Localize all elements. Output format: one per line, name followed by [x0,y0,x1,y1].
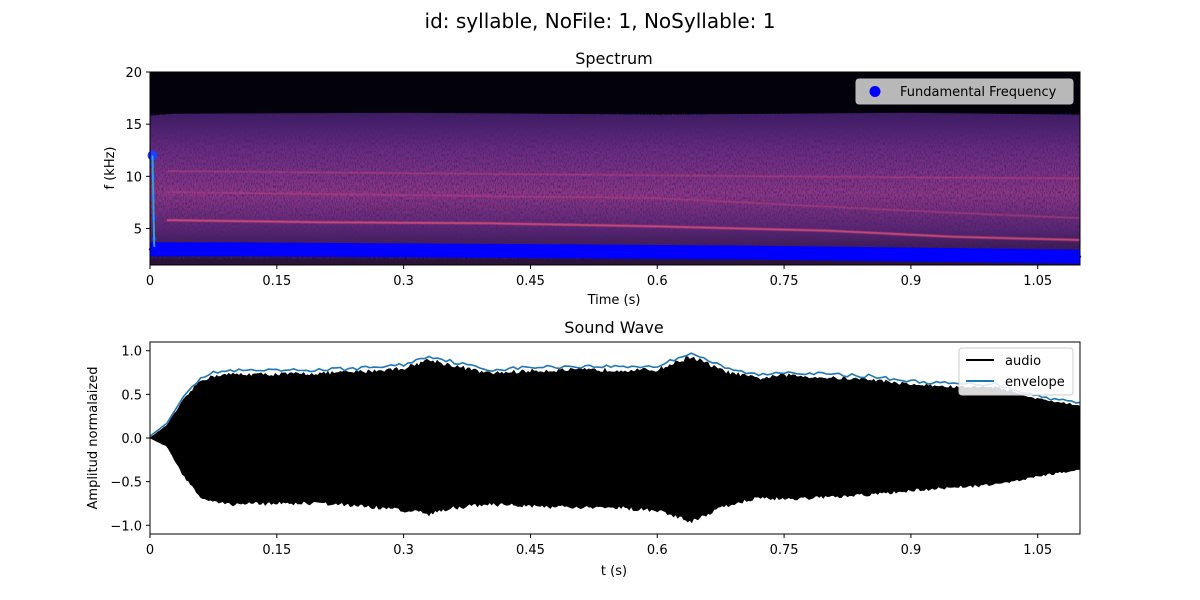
sound-wave-y-tick-label: 1.0 [121,345,142,360]
spectrum-legend: Fundamental Frequency [855,78,1074,105]
spectrum-panel: Spectrum Time (s) f (kHz) 0 0.15 0.3 0.45 0.… [103,49,1082,308]
fundamental-frequency-point [825,252,828,255]
spectrum-y-tick-label: 5 [134,222,142,237]
sound-wave-y-tick-label: 0.0 [121,432,142,447]
spectrum-y-tick-label: 15 [125,118,142,133]
spectrum-harmonic-track [166,219,1081,241]
spectrum-x-tick-label: 0 [146,274,154,289]
spectrum-frame [149,71,1081,266]
sound-wave-x-tick-label: 0.45 [516,543,545,558]
spectrum-x-tick-label: 0.6 [647,274,668,289]
fundamental-onset-line [151,155,156,247]
spectrum-x-tick-label: 1.05 [1023,274,1052,289]
legend-fundamental-frequency-marker [869,86,881,97]
sound-wave-y-tick-label: −0.5 [110,476,142,491]
spectrum-x-tick-label: 0.3 [393,274,414,289]
spectrum-x-tick-label: 0.15 [262,274,291,289]
fundamental-frequency-point [571,250,574,253]
sound-wave-y-tick-label: −1.0 [110,519,142,534]
spectrum-title: Spectrum [575,49,653,68]
fundamental-frequency-point [994,254,997,257]
fundamental-frequency-point [656,250,659,254]
sound-wave-y-tick-label: 0.5 [121,388,142,403]
fundamental-frequency-point [402,249,405,252]
legend-envelope-label: envelope [1005,375,1065,390]
sound-wave-ylabel: Amplitud normalaized [86,367,101,510]
sound-wave-x-tick-label: 0.6 [647,543,668,558]
spectrum-harmonic-track [166,170,1081,180]
spectrum-y-tick-label: 10 [125,170,142,185]
figure-title: id: syllable, NoFile: 1, NoSyllable: 1 [425,9,776,33]
legend-audio-label: audio [1005,354,1041,369]
sound-wave-x-tick-label: 1.05 [1023,543,1052,558]
spectrum-low-band [150,259,1080,265]
fundamental-frequency-point [909,253,913,256]
spectrum-harmonic-track [166,191,1081,219]
spectrum-noise-texture [150,113,1080,260]
sound-wave-x-tick-label: 0 [146,543,154,558]
spectrum-y-tick-label: 20 [125,66,142,81]
spectrum-x-tick-label: 0.75 [770,274,799,289]
sound-wave-x-tick-label: 0.15 [262,543,291,558]
sound-wave-title: Sound Wave [564,318,663,337]
spectrum-x-tick-label: 0.45 [516,274,545,289]
sound-wave-x-tick-label: 0.9 [901,543,922,558]
fundamental-frequency-point [317,248,321,252]
spectrum-xlabel: Time (s) [587,293,641,308]
sound-wave-panel: Sound Wave t (s) Amplitud normalaized 0 0… [86,318,1081,579]
fundamental-frequency-point [486,249,490,253]
sound-wave-legend: audio envelope [958,347,1074,396]
spectrum-legend-box [855,78,1074,105]
fundamental-frequency-band [150,242,1080,264]
legend-fundamental-frequency-label: Fundamental Frequency [900,85,1057,100]
fundamental-frequency-point [740,251,744,254]
fundamental-frequency-point [233,248,236,251]
spectrum-x-tick-label: 0.9 [901,274,922,289]
sound-wave-x-tick-label: 0.3 [393,543,414,558]
envelope-line [149,352,1081,437]
spectrum-ylabel: f (kHz) [103,147,118,190]
sound-wave-x-tick-label: 0.75 [770,543,799,558]
sound-wave-xlabel: t (s) [601,564,627,579]
